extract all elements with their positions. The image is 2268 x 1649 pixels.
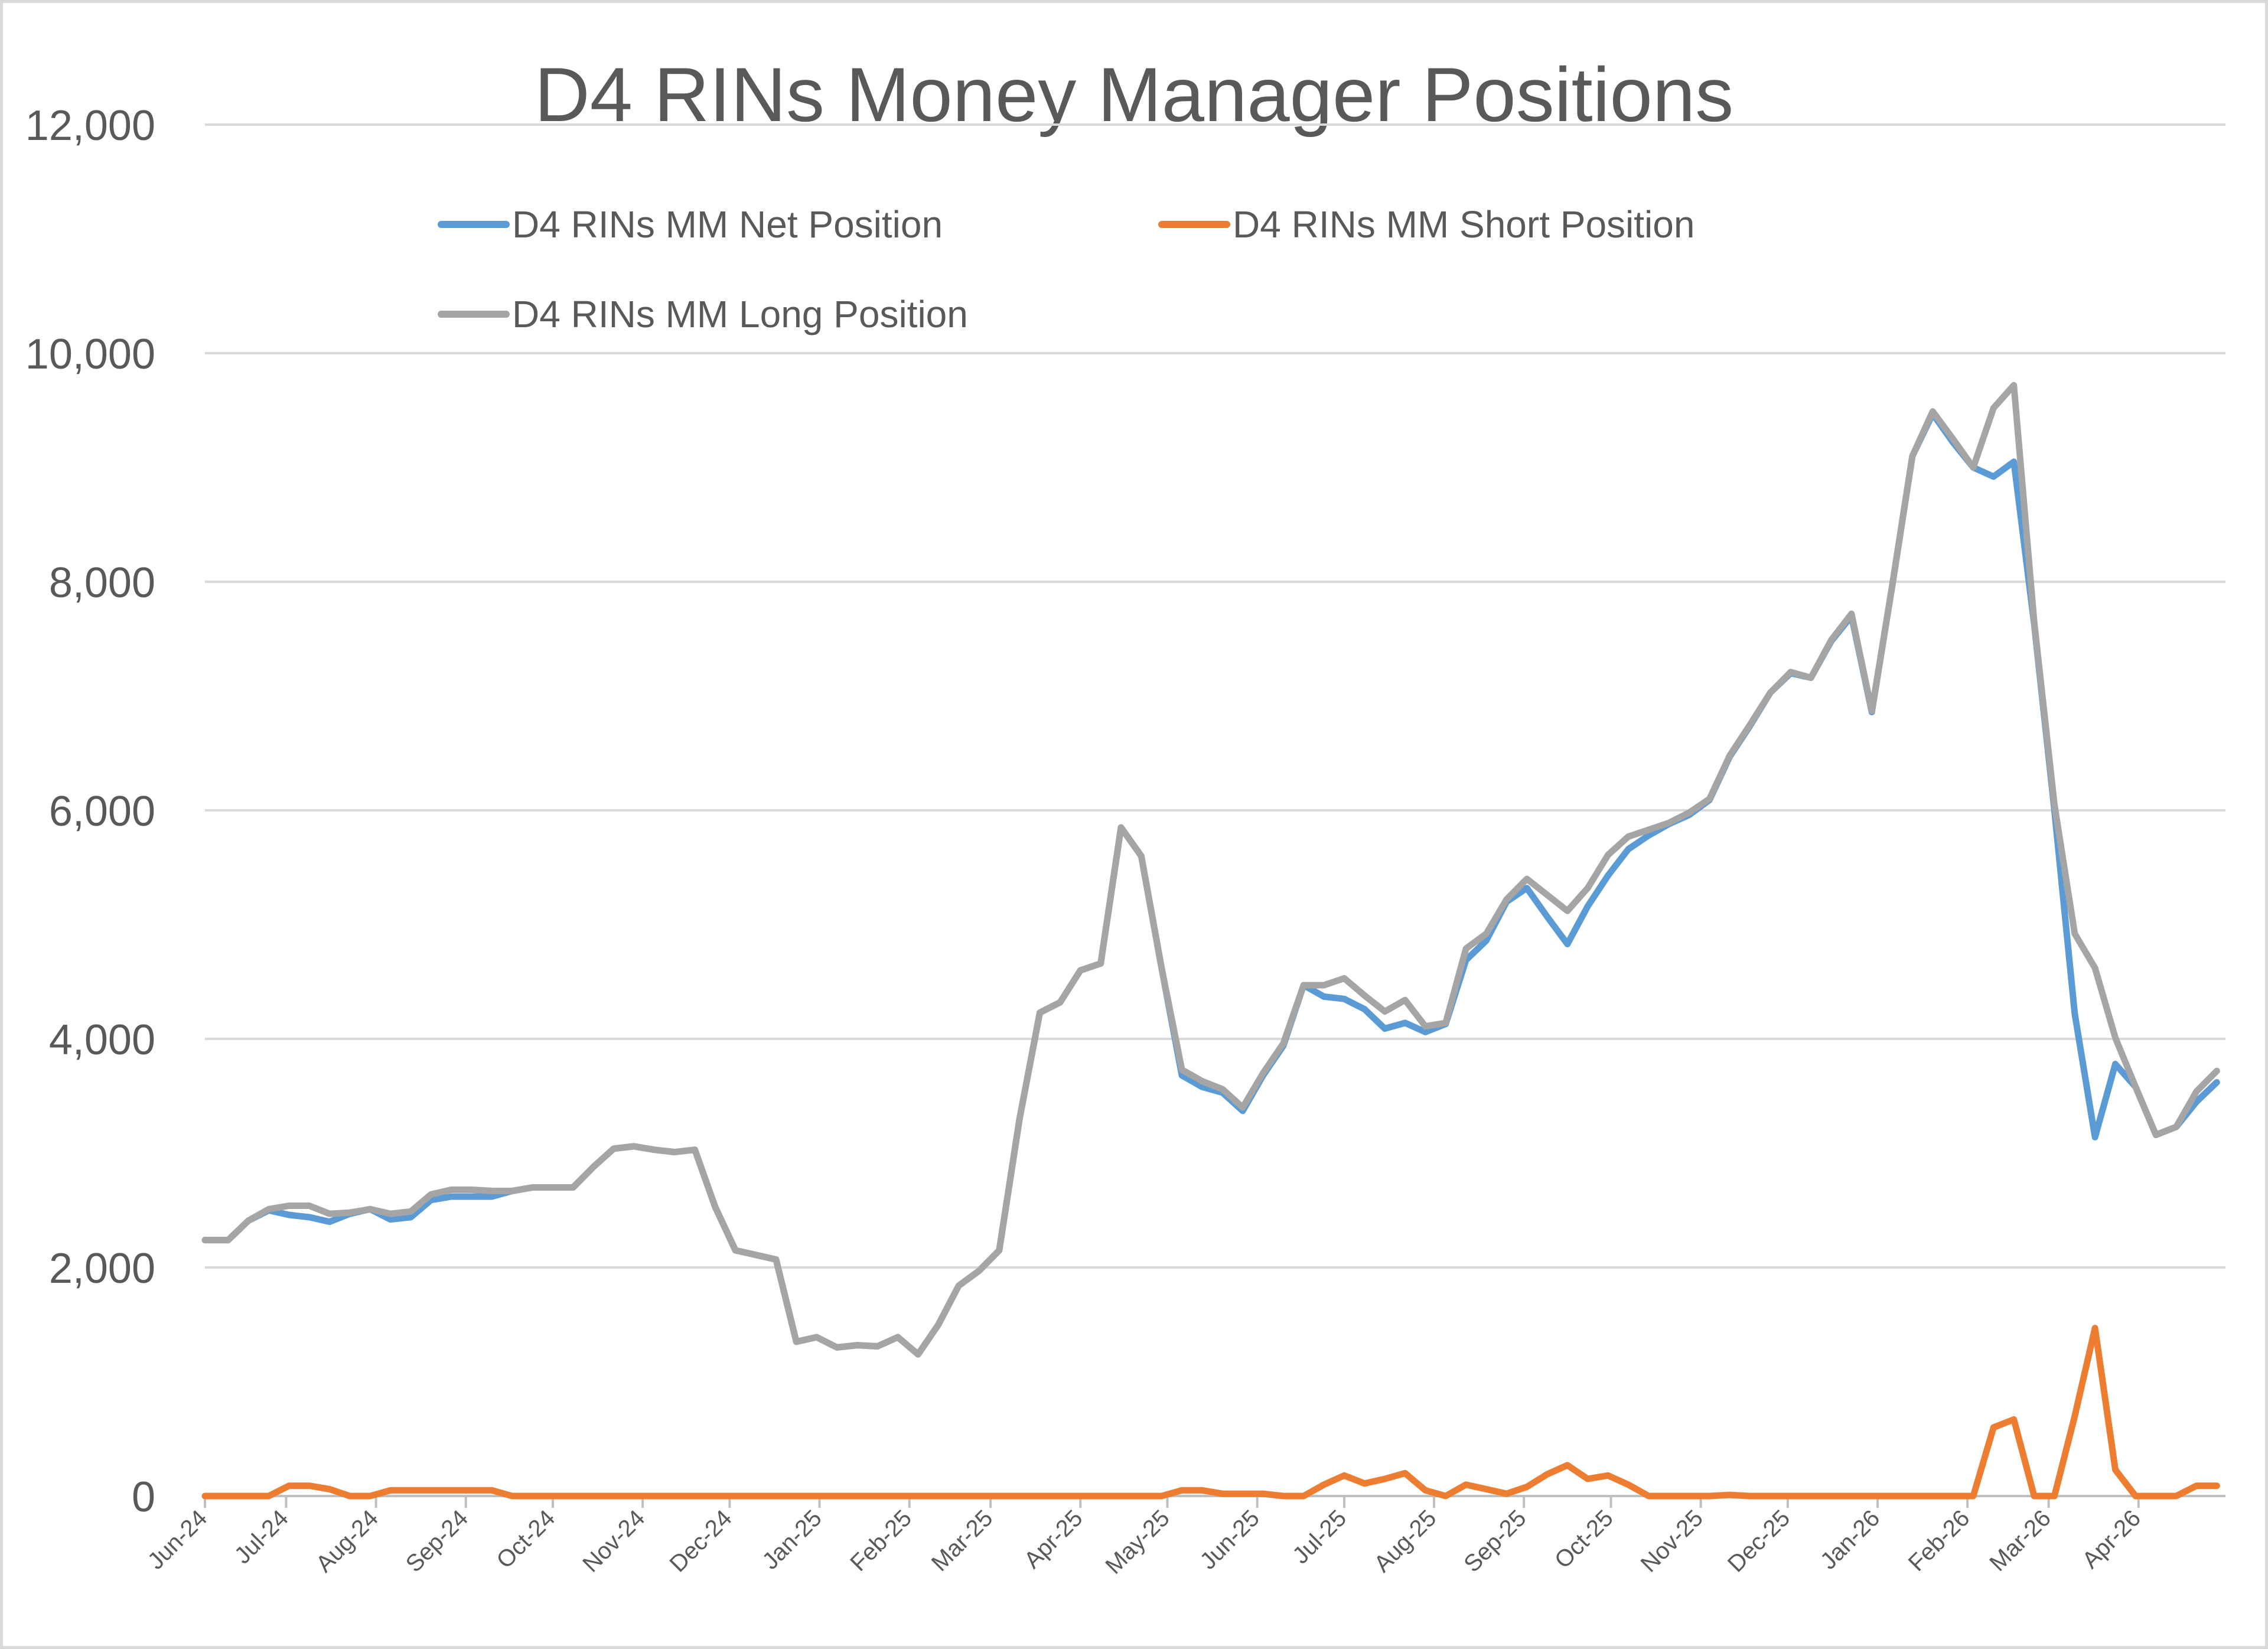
x-tick-label: Nov-24 <box>578 1505 650 1577</box>
x-tick-label: Dec-25 <box>1723 1505 1795 1577</box>
y-tick-label: 12,000 <box>25 102 155 149</box>
x-tick-label: Aug-25 <box>1369 1505 1441 1577</box>
x-tick-label: Jun-25 <box>1195 1505 1265 1575</box>
legend-label: D4 RINs MM Short Position <box>1233 203 1695 246</box>
y-tick-label: 4,000 <box>49 1016 155 1064</box>
x-tick-label: Aug-24 <box>311 1505 383 1577</box>
x-tick-label: Jan-26 <box>1816 1505 1885 1575</box>
gridlines <box>205 123 2225 1269</box>
y-axis: 0 2,000 4,000 6,000 8,000 10,000 12,000 <box>25 102 155 1521</box>
series-lines <box>201 382 2220 1500</box>
x-tick-label: Jul-25 <box>1288 1505 1351 1569</box>
x-tick-label: Sep-25 <box>1459 1505 1531 1577</box>
chart-svg: D4 RINs Money Manager Positions 0 2,000 4,… <box>25 51 2225 1579</box>
chart-title: D4 RINs Money Manager Positions <box>535 51 1733 138</box>
legend-label: D4 RINs MM Long Position <box>512 293 968 335</box>
x-tick-label: Apr-26 <box>2077 1505 2146 1573</box>
x-tick-label: Dec-24 <box>664 1505 737 1577</box>
y-tick-label: 0 <box>132 1474 155 1521</box>
x-tick-label: Feb-26 <box>1904 1505 1975 1576</box>
series-line-d4-rins-mm-short-position <box>201 1325 2220 1500</box>
series-line-d4-rins-mm-net-position <box>201 410 2220 1358</box>
y-tick-label: 2,000 <box>49 1245 155 1292</box>
x-tick-label: Jan-25 <box>757 1505 827 1575</box>
y-tick-label: 6,000 <box>49 788 155 835</box>
x-tick-label: Oct-24 <box>491 1505 560 1573</box>
y-tick-label: 10,000 <box>25 331 155 378</box>
x-axis: Jun-24 Jul-24 Aug-24 Sep-24 Oct-24 Nov-24 Dec-… <box>143 1495 2225 1579</box>
x-tick-label: Jul-24 <box>230 1505 294 1569</box>
series-line-d4-rins-mm-long-position <box>201 382 2220 1358</box>
x-tick-label: Oct-25 <box>1550 1505 1618 1573</box>
x-tick-label: Feb-25 <box>845 1505 917 1576</box>
y-tick-label: 8,000 <box>49 559 155 607</box>
x-tick-label: Mar-25 <box>927 1505 998 1576</box>
legend: D4 RINs MM Net Position D4 RINs MM Short … <box>438 203 1695 335</box>
legend-label: D4 RINs MM Net Position <box>512 203 943 246</box>
x-tick-label: Apr-25 <box>1019 1505 1088 1573</box>
x-tick-label: Nov-25 <box>1636 1505 1708 1577</box>
x-tick-label: Mar-26 <box>1984 1505 2056 1576</box>
x-tick-label: Sep-24 <box>401 1505 473 1577</box>
x-tick-label: May-25 <box>1100 1505 1174 1579</box>
